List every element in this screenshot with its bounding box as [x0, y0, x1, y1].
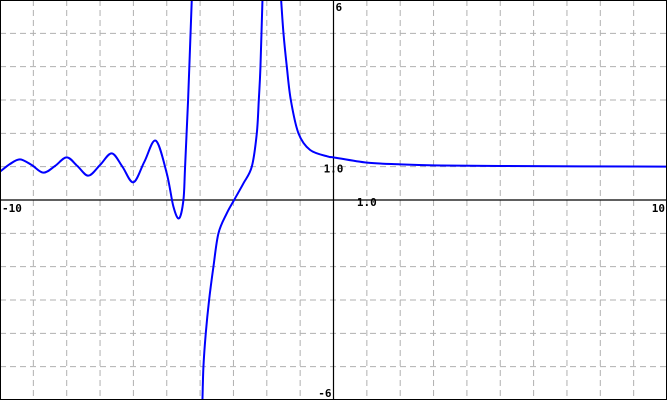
function-curve-branch: [201, 0, 264, 400]
y-min-tick-label: -6: [318, 387, 332, 400]
function-curve-branch: [0, 0, 193, 220]
x-min-tick-label: -10: [2, 202, 22, 215]
x-max-tick-label: 10: [652, 202, 665, 215]
function-curve-branch: [280, 0, 667, 168]
y-max-tick-label: 6: [336, 1, 343, 14]
x-unit-tick-label: 1.0: [357, 196, 377, 209]
y-unit-tick-label: 1.0: [324, 163, 344, 176]
